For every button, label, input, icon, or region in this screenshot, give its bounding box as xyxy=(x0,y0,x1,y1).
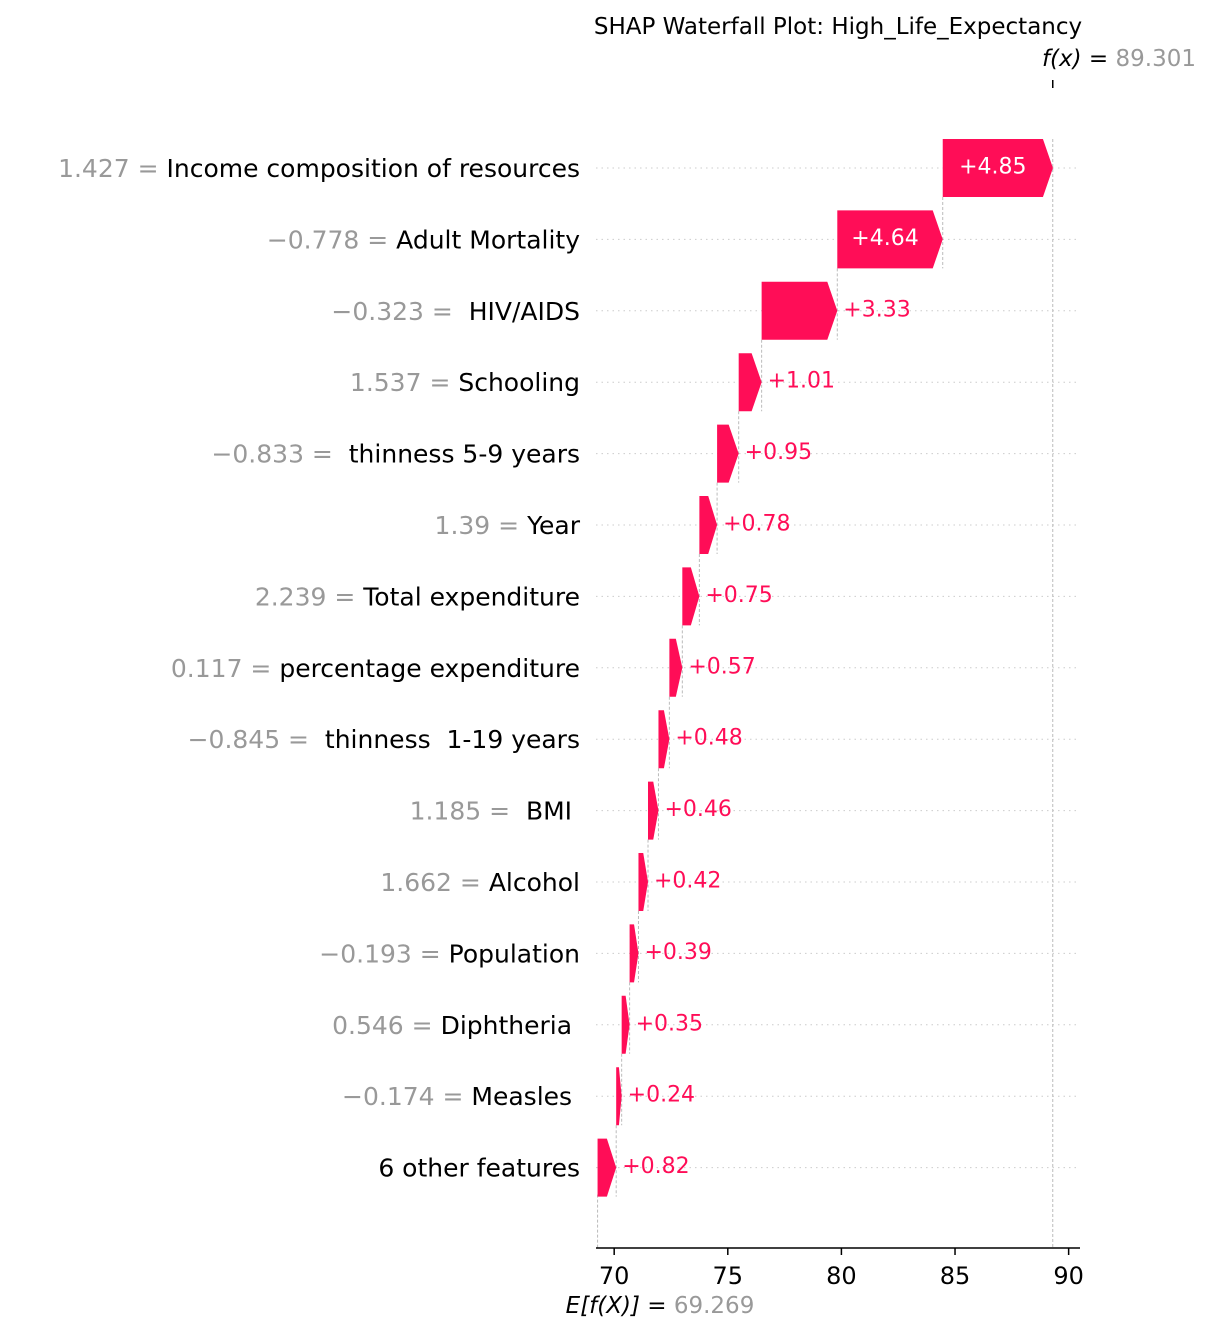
bar-value-label: +0.75 xyxy=(705,583,772,608)
bar-value-label: +0.35 xyxy=(636,1011,703,1036)
feature-value: 1.537 = xyxy=(350,368,458,397)
bar-feature-4 xyxy=(739,353,762,411)
feature-value: 1.427 = xyxy=(58,154,166,183)
feature-labels: 1.427 = Income composition of resources −… xyxy=(58,154,581,1183)
feature-label: 6 other features xyxy=(378,1153,580,1182)
bars: +4.85 +4.64 +3.33 +1.01 +0.95 +0.78 +0.75 +0.57… xyxy=(598,139,1053,1197)
bar-feature-8 xyxy=(669,639,682,697)
feature-label: −0.193 = Population xyxy=(319,939,580,968)
feature-name: Year xyxy=(526,511,581,540)
x-axis: 70 75 80 85 90 xyxy=(596,1248,1084,1290)
feature-name: Population xyxy=(449,939,580,968)
bar-feature-12 xyxy=(630,924,639,982)
feature-value: −0.174 = xyxy=(342,1082,471,1111)
feature-value: 1.662 = xyxy=(380,868,488,897)
bar-feature-10 xyxy=(648,782,658,840)
feature-name: BMI xyxy=(518,796,580,825)
bar-value-label: +0.82 xyxy=(622,1154,689,1179)
feature-label: −0.174 = Measles xyxy=(342,1082,580,1111)
feature-label: 1.39 = Year xyxy=(435,511,581,540)
feature-value: −0.778 = xyxy=(267,225,396,254)
bar-feature-3 xyxy=(762,282,838,340)
bar-value-label: +0.42 xyxy=(654,869,721,894)
feature-label: 2.239 = Total expenditure xyxy=(255,582,580,611)
feature-label: 0.546 = Diphtheria xyxy=(332,1010,580,1039)
feature-label: −0.833 = thinness 5-9 years xyxy=(211,439,580,468)
bar-feature-5 xyxy=(717,425,739,483)
base-value: 69.269 xyxy=(674,1293,754,1319)
fx-annotation: f(x) = 89.301 xyxy=(1042,46,1196,72)
bar-value-label: +1.01 xyxy=(768,369,835,394)
feature-label: 1.662 = Alcohol xyxy=(380,868,580,897)
bar-feature-6 xyxy=(699,496,717,554)
bar-feature-13 xyxy=(622,996,630,1054)
feature-name: Measles xyxy=(471,1082,580,1111)
feature-name: Total expenditure xyxy=(362,582,580,611)
feature-value: 1.39 = xyxy=(435,511,528,540)
feature-value: −0.323 = xyxy=(331,296,460,325)
bar-feature-11 xyxy=(638,853,648,911)
guide-lines xyxy=(598,80,1053,1248)
feature-name: Diphtheria xyxy=(441,1010,580,1039)
bar-value-label: +0.48 xyxy=(675,726,742,751)
feature-value: −0.833 = xyxy=(211,439,340,468)
bar-value-label: +0.57 xyxy=(688,654,755,679)
feature-label: 0.117 = percentage expenditure xyxy=(171,653,580,682)
feature-label: −0.323 = HIV/AIDS xyxy=(331,296,580,325)
fx-label: f(x) = xyxy=(1042,46,1116,72)
feature-name: 6 other features xyxy=(378,1153,580,1182)
bar-value-label: +0.24 xyxy=(628,1083,695,1108)
fx-value: 89.301 xyxy=(1116,46,1196,72)
feature-value: −0.193 = xyxy=(319,939,448,968)
feature-name: thinness 5-9 years xyxy=(341,439,580,468)
feature-name: Adult Mortality xyxy=(396,225,580,254)
feature-name: percentage expenditure xyxy=(279,653,580,682)
feature-value: 2.239 = xyxy=(255,582,363,611)
x-tick-label: 80 xyxy=(826,1262,857,1290)
feature-name: Alcohol xyxy=(489,868,580,897)
bar-value-label: +3.33 xyxy=(843,297,910,322)
feature-label: −0.778 = Adult Mortality xyxy=(267,225,580,254)
bar-value-label: +0.46 xyxy=(664,797,731,822)
feature-label: 1.427 = Income composition of resources xyxy=(58,154,580,183)
bar-value-label: +0.39 xyxy=(644,940,711,965)
feature-label: 1.537 = Schooling xyxy=(350,368,580,397)
bar-value-label: +4.85 xyxy=(959,155,1026,180)
x-tick-label: 85 xyxy=(940,1262,971,1290)
bar-feature-9 xyxy=(658,710,669,768)
feature-name: thinness 1-19 years xyxy=(317,725,580,754)
feature-value: 1.185 = xyxy=(410,796,518,825)
feature-value: 0.546 = xyxy=(332,1010,440,1039)
feature-value: 0.117 = xyxy=(171,653,279,682)
feature-label: −0.845 = thinness 1-19 years xyxy=(188,725,580,754)
bar-value-label: +0.95 xyxy=(745,440,812,465)
x-tick-label: 70 xyxy=(599,1262,630,1290)
feature-name: Schooling xyxy=(458,368,580,397)
bar-value-label: +0.78 xyxy=(723,512,790,537)
base-value-annotation: E[f(X)] = 69.269 xyxy=(566,1293,755,1319)
feature-name: Income composition of resources xyxy=(166,154,580,183)
x-tick-label: 90 xyxy=(1053,1262,1084,1290)
bar-value-label: +4.64 xyxy=(851,226,918,251)
bar-feature-7 xyxy=(682,567,699,625)
x-tick-label: 75 xyxy=(713,1262,744,1290)
feature-label: 1.185 = BMI xyxy=(410,796,580,825)
feature-name: HIV/AIDS xyxy=(461,296,580,325)
base-label: E[f(X)] = xyxy=(566,1293,674,1319)
bar-feature-15 xyxy=(598,1139,617,1197)
feature-value: −0.845 = xyxy=(188,725,317,754)
bar-feature-14 xyxy=(616,1067,621,1125)
chart-title: SHAP Waterfall Plot: High_Life_Expectanc… xyxy=(594,14,1082,40)
